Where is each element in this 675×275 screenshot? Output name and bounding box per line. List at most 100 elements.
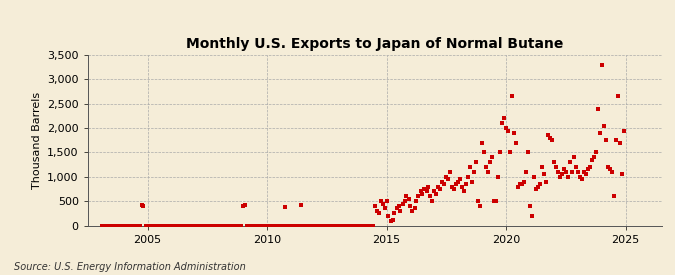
Point [385, 218, 396, 223]
Point [463, 175, 474, 179]
Point [465, 165, 476, 169]
Point [284, 223, 294, 228]
Point [578, 170, 589, 174]
Point [300, 223, 310, 228]
Point [507, 94, 518, 99]
Point [142, 223, 153, 228]
Point [202, 223, 213, 228]
Point [170, 223, 181, 228]
Point [178, 223, 189, 228]
Point [325, 223, 336, 228]
Point [517, 182, 528, 186]
Point [505, 150, 516, 155]
Title: Monthly U.S. Exports to Japan of Normal Butane: Monthly U.S. Exports to Japan of Normal … [186, 37, 564, 51]
Point [554, 175, 565, 179]
Point [286, 223, 296, 228]
Point [591, 150, 601, 155]
Point [439, 182, 450, 186]
Point [616, 172, 627, 177]
Point [421, 189, 432, 194]
Point [353, 223, 364, 228]
Point [225, 223, 236, 228]
Point [550, 165, 561, 169]
Point [493, 175, 504, 179]
Point [508, 131, 519, 135]
Point [576, 177, 587, 182]
Point [102, 223, 113, 228]
Point [543, 133, 554, 138]
Point [365, 223, 376, 228]
Point [445, 170, 456, 174]
Point [604, 167, 615, 172]
Point [329, 223, 340, 228]
Point [319, 223, 330, 228]
Point [254, 223, 265, 228]
Point [585, 165, 595, 169]
Point [381, 199, 392, 203]
Point [501, 126, 512, 130]
Point [333, 223, 344, 228]
Point [294, 223, 304, 228]
Point [182, 223, 193, 228]
Point [120, 223, 131, 228]
Point [302, 223, 313, 228]
Point [429, 189, 440, 194]
Point [220, 223, 231, 228]
Point [140, 223, 151, 228]
Point [292, 223, 302, 228]
Point [518, 180, 529, 184]
Point [608, 194, 619, 199]
Point [323, 223, 334, 228]
Point [214, 223, 225, 228]
Point [351, 223, 362, 228]
Point [252, 223, 263, 228]
Point [150, 223, 161, 228]
Point [327, 223, 338, 228]
Point [447, 184, 458, 189]
Point [479, 150, 489, 155]
Point [443, 177, 454, 182]
Point [105, 223, 115, 228]
Point [240, 203, 250, 207]
Point [305, 223, 316, 228]
Point [144, 223, 155, 228]
Point [383, 214, 394, 218]
Point [188, 223, 199, 228]
Point [304, 223, 315, 228]
Point [423, 184, 434, 189]
Point [262, 223, 273, 228]
Point [112, 223, 123, 228]
Point [574, 175, 585, 179]
Point [373, 211, 384, 216]
Point [560, 170, 571, 174]
Point [200, 223, 211, 228]
Point [403, 197, 414, 201]
Point [186, 223, 196, 228]
Point [218, 223, 229, 228]
Point [272, 223, 283, 228]
Point [592, 106, 603, 111]
Point [407, 209, 418, 213]
Point [526, 214, 537, 218]
Point [277, 223, 288, 228]
Point [415, 189, 426, 194]
Point [595, 131, 605, 135]
Point [399, 199, 410, 203]
Point [472, 199, 483, 203]
Point [587, 158, 597, 162]
Point [288, 223, 298, 228]
Point [130, 223, 141, 228]
Point [618, 128, 629, 133]
Point [176, 223, 187, 228]
Point [483, 170, 493, 174]
Point [180, 223, 190, 228]
Point [529, 175, 539, 179]
Point [547, 138, 558, 142]
Point [347, 223, 358, 228]
Point [275, 223, 286, 228]
Point [392, 206, 402, 211]
Point [539, 172, 549, 177]
Point [393, 204, 404, 208]
Point [514, 182, 525, 186]
Point [236, 223, 246, 228]
